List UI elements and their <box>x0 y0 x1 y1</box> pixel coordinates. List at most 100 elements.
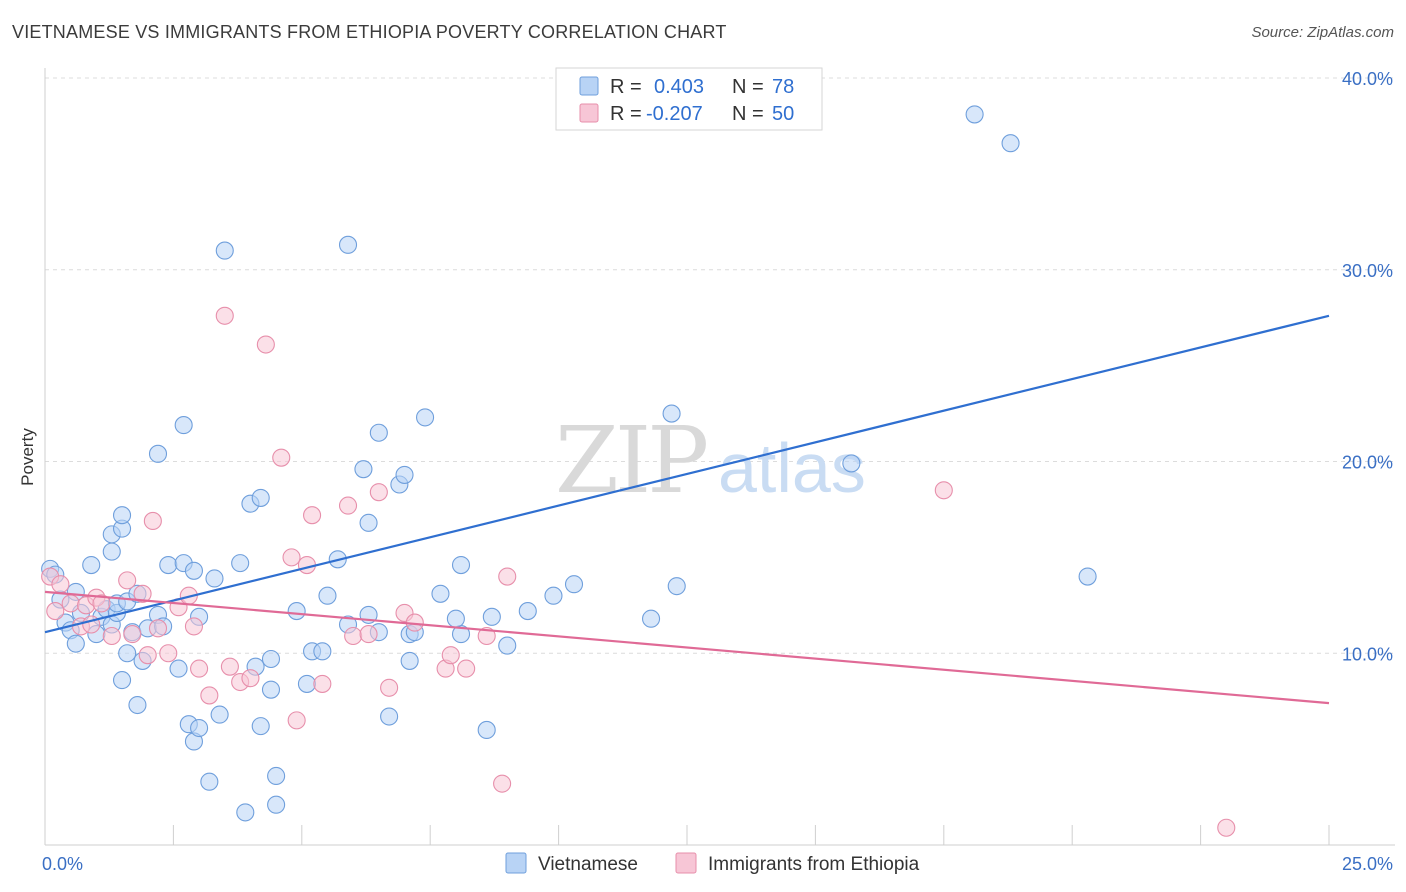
data-point <box>272 448 291 467</box>
legend-n-label: N = <box>732 103 764 125</box>
data-point <box>359 625 378 644</box>
legend-r-value: -0.207 <box>646 103 703 125</box>
data-point <box>118 571 137 590</box>
data-point <box>842 454 861 473</box>
data-point <box>231 554 250 573</box>
data-point <box>169 659 188 678</box>
data-point <box>138 646 157 665</box>
data-point <box>159 555 178 575</box>
data-point <box>338 235 358 254</box>
bottom-legend: Vietnamese Immigrants from Ethiopia <box>505 852 920 875</box>
data-point <box>395 465 414 484</box>
correlation-legend: R = 0.403 N = 78 R = -0.207 N = 50 <box>555 67 823 131</box>
data-point <box>261 680 281 699</box>
y-tick-label: 10.0% <box>1342 644 1393 664</box>
data-point <box>92 594 111 613</box>
data-point <box>1217 818 1236 837</box>
y-axis-label: Poverty <box>18 428 37 486</box>
data-point <box>338 496 358 515</box>
series-ethiopia-points <box>41 306 1236 837</box>
chart-title: VIETNAMESE VS IMMIGRANTS FROM ETHIOPIA P… <box>12 22 727 42</box>
legend-box <box>555 67 823 131</box>
data-point <box>102 626 121 646</box>
data-point <box>241 669 260 688</box>
data-point <box>184 561 203 580</box>
y-tick-label: 40.0% <box>1342 69 1393 89</box>
data-point <box>112 671 132 690</box>
data-point <box>128 695 147 715</box>
data-point <box>215 306 234 325</box>
data-point <box>236 803 255 822</box>
data-point <box>123 625 142 644</box>
y-tick-label: 20.0% <box>1342 453 1393 473</box>
data-point <box>359 513 378 532</box>
legend-n-value: 78 <box>772 76 794 98</box>
data-point <box>1078 567 1097 586</box>
x-tick-label: 25.0% <box>1342 854 1393 874</box>
legend-swatch-vietnamese <box>579 76 599 96</box>
bottom-legend-label-vietnamese: Vietnamese <box>538 854 638 875</box>
y-tick-labels: 10.0% 20.0% 30.0% 40.0% <box>1342 69 1393 664</box>
data-point <box>46 602 65 621</box>
data-point <box>498 567 517 586</box>
watermark-zip: ZIP <box>555 407 706 514</box>
data-point <box>354 460 373 479</box>
data-point <box>400 651 419 670</box>
data-point <box>1001 134 1020 153</box>
data-point <box>369 423 388 442</box>
data-point <box>518 602 537 621</box>
data-point <box>564 575 584 594</box>
data-point <box>380 707 399 726</box>
data-point <box>451 555 471 575</box>
data-point <box>287 602 306 621</box>
data-point <box>112 506 132 525</box>
data-point <box>143 511 162 530</box>
x-tick-labels: 0.0% 25.0% <box>42 854 1393 874</box>
data-point <box>51 575 70 594</box>
legend-r-value: 0.403 <box>654 76 704 98</box>
data-point <box>190 718 209 738</box>
bottom-legend-swatch-vietnamese <box>505 852 527 874</box>
data-point <box>662 404 681 423</box>
data-point <box>61 594 80 613</box>
trend-line <box>44 590 1330 705</box>
legend-r-label: R = <box>610 103 642 125</box>
trend-lines <box>44 314 1330 705</box>
legend-swatch-ethiopia <box>579 103 599 123</box>
data-point <box>82 555 101 575</box>
data-point <box>297 674 316 693</box>
data-point <box>446 609 465 628</box>
data-point <box>641 609 661 628</box>
data-point <box>380 678 399 697</box>
data-point <box>282 548 301 567</box>
data-point <box>477 720 496 740</box>
data-point <box>148 619 168 638</box>
data-point <box>256 335 275 354</box>
data-point <box>102 542 121 561</box>
data-point <box>215 241 234 260</box>
data-point <box>431 584 450 603</box>
data-point <box>482 607 501 626</box>
data-point <box>190 659 209 678</box>
data-point <box>220 657 239 676</box>
data-point <box>477 626 496 646</box>
data-point <box>205 569 224 588</box>
data-point <box>441 646 460 665</box>
data-point <box>174 416 193 435</box>
data-point <box>287 711 306 730</box>
source-credit: Source: ZipAtlas.com <box>1251 24 1394 41</box>
data-point <box>133 584 152 603</box>
bottom-legend-label-ethiopia: Immigrants from Ethiopia <box>708 854 920 875</box>
data-point <box>261 649 281 669</box>
data-point <box>200 772 219 791</box>
data-point <box>267 795 286 814</box>
data-point <box>457 659 476 678</box>
data-point <box>66 634 85 653</box>
data-point <box>544 586 563 605</box>
data-point <box>416 408 435 427</box>
legend-r-label: R = <box>610 76 642 98</box>
axes <box>44 68 1395 846</box>
data-point <box>313 642 332 661</box>
data-point <box>148 444 168 463</box>
